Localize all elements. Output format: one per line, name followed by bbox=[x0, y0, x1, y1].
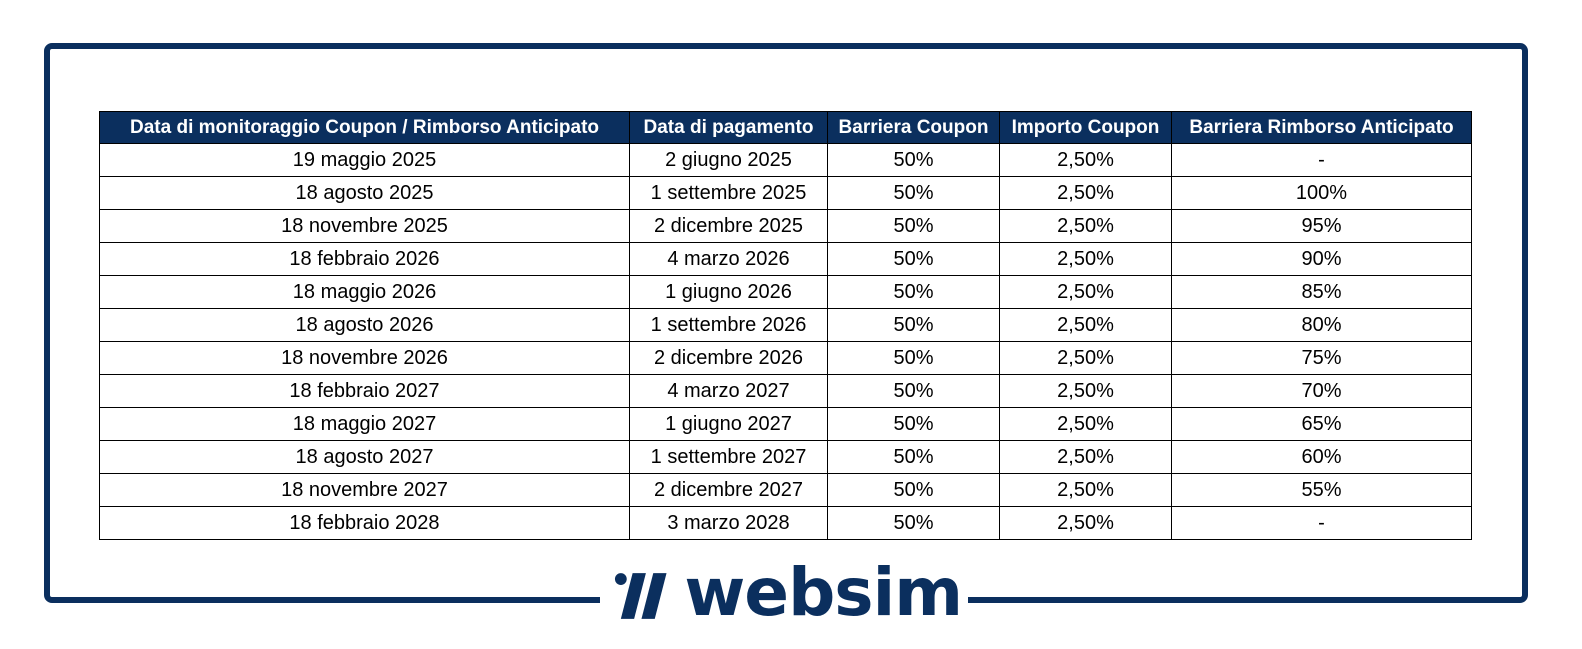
table-row: 18 novembre 2026 2 dicembre 2026 50% 2,50% 7… bbox=[99, 341, 1472, 375]
cell-payment-date: 3 marzo 2028 bbox=[629, 506, 828, 540]
table-body: 19 maggio 2025 2 giugno 2025 50% 2,50% -18 a… bbox=[99, 143, 1472, 540]
table-row: 18 agosto 2025 1 settembre 2025 50% 2,50% 10… bbox=[99, 176, 1472, 210]
cell-coupon-amount: 2,50% bbox=[999, 473, 1172, 507]
cell-coupon-barrier: 50% bbox=[827, 242, 1000, 276]
cell-monitoring-date: 18 agosto 2025 bbox=[99, 176, 630, 210]
cell-coupon-amount: 2,50% bbox=[999, 143, 1172, 177]
table-row: 18 agosto 2027 1 settembre 2027 50% 2,50% 60… bbox=[99, 440, 1472, 474]
cell-monitoring-date: 18 febbraio 2026 bbox=[99, 242, 630, 276]
table-row: 18 maggio 2026 1 giugno 2026 50% 2,50% 85% bbox=[99, 275, 1472, 309]
cell-monitoring-date: 18 novembre 2027 bbox=[99, 473, 630, 507]
table-header-row: Data di monitoraggio Coupon / Rimborso A… bbox=[99, 111, 1472, 144]
cell-coupon-barrier: 50% bbox=[827, 275, 1000, 309]
header-coupon-barrier: Barriera Coupon bbox=[827, 111, 1000, 144]
cell-payment-date: 1 settembre 2026 bbox=[629, 308, 828, 342]
table-row: 18 maggio 2027 1 giugno 2027 50% 2,50% 65% bbox=[99, 407, 1472, 441]
cell-early-redemption-barrier: 60% bbox=[1171, 440, 1472, 474]
cell-early-redemption-barrier: 80% bbox=[1171, 308, 1472, 342]
table-row: 18 agosto 2026 1 settembre 2026 50% 2,50% 80… bbox=[99, 308, 1472, 342]
table-row: 18 febbraio 2026 4 marzo 2026 50% 2,50% 90% bbox=[99, 242, 1472, 276]
cell-payment-date: 1 settembre 2027 bbox=[629, 440, 828, 474]
header-payment-date: Data di pagamento bbox=[629, 111, 828, 144]
table-row: 19 maggio 2025 2 giugno 2025 50% 2,50% - bbox=[99, 143, 1472, 177]
cell-coupon-amount: 2,50% bbox=[999, 209, 1172, 243]
table-row: 18 febbraio 2028 3 marzo 2028 50% 2,50% - bbox=[99, 506, 1472, 540]
websim-logo-mark-icon bbox=[614, 573, 667, 619]
cell-payment-date: 4 marzo 2027 bbox=[629, 374, 828, 408]
cell-coupon-barrier: 50% bbox=[827, 374, 1000, 408]
cell-monitoring-date: 18 febbraio 2028 bbox=[99, 506, 630, 540]
cell-coupon-amount: 2,50% bbox=[999, 308, 1172, 342]
cell-coupon-barrier: 50% bbox=[827, 341, 1000, 375]
cell-payment-date: 1 giugno 2026 bbox=[629, 275, 828, 309]
coupon-schedule-table-container: Data di monitoraggio Coupon / Rimborso A… bbox=[99, 111, 1472, 540]
cell-payment-date: 2 giugno 2025 bbox=[629, 143, 828, 177]
cell-monitoring-date: 19 maggio 2025 bbox=[99, 143, 630, 177]
header-monitoring-date: Data di monitoraggio Coupon / Rimborso A… bbox=[99, 111, 630, 144]
cell-coupon-amount: 2,50% bbox=[999, 506, 1172, 540]
cell-coupon-amount: 2,50% bbox=[999, 176, 1172, 210]
cell-monitoring-date: 18 febbraio 2027 bbox=[99, 374, 630, 408]
table-row: 18 novembre 2027 2 dicembre 2027 50% 2,50% 5… bbox=[99, 473, 1472, 507]
header-coupon-amount: Importo Coupon bbox=[999, 111, 1172, 144]
cell-coupon-amount: 2,50% bbox=[999, 275, 1172, 309]
cell-coupon-barrier: 50% bbox=[827, 176, 1000, 210]
websim-logo: websim bbox=[612, 554, 963, 636]
coupon-schedule-table: Data di monitoraggio Coupon / Rimborso A… bbox=[99, 111, 1472, 540]
cell-payment-date: 4 marzo 2026 bbox=[629, 242, 828, 276]
cell-early-redemption-barrier: - bbox=[1171, 506, 1472, 540]
cell-coupon-amount: 2,50% bbox=[999, 341, 1172, 375]
cell-early-redemption-barrier: 75% bbox=[1171, 341, 1472, 375]
cell-monitoring-date: 18 agosto 2027 bbox=[99, 440, 630, 474]
cell-payment-date: 2 dicembre 2026 bbox=[629, 341, 828, 375]
cell-monitoring-date: 18 novembre 2025 bbox=[99, 209, 630, 243]
cell-coupon-barrier: 50% bbox=[827, 308, 1000, 342]
table-row: 18 febbraio 2027 4 marzo 2027 50% 2,50% 70% bbox=[99, 374, 1472, 408]
cell-early-redemption-barrier: 70% bbox=[1171, 374, 1472, 408]
table-row: 18 novembre 2025 2 dicembre 2025 50% 2,50% 9… bbox=[99, 209, 1472, 243]
cell-payment-date: 2 dicembre 2027 bbox=[629, 473, 828, 507]
cell-coupon-barrier: 50% bbox=[827, 440, 1000, 474]
cell-coupon-barrier: 50% bbox=[827, 473, 1000, 507]
cell-coupon-barrier: 50% bbox=[827, 506, 1000, 540]
cell-coupon-barrier: 50% bbox=[827, 407, 1000, 441]
header-early-redemption-barrier: Barriera Rimborso Anticipato bbox=[1171, 111, 1472, 144]
cell-monitoring-date: 18 novembre 2026 bbox=[99, 341, 630, 375]
cell-payment-date: 1 giugno 2027 bbox=[629, 407, 828, 441]
cell-coupon-amount: 2,50% bbox=[999, 440, 1172, 474]
cell-coupon-amount: 2,50% bbox=[999, 242, 1172, 276]
cell-coupon-amount: 2,50% bbox=[999, 407, 1172, 441]
cell-coupon-barrier: 50% bbox=[827, 143, 1000, 177]
cell-monitoring-date: 18 maggio 2026 bbox=[99, 275, 630, 309]
cell-monitoring-date: 18 agosto 2026 bbox=[99, 308, 630, 342]
cell-payment-date: 1 settembre 2025 bbox=[629, 176, 828, 210]
cell-payment-date: 2 dicembre 2025 bbox=[629, 209, 828, 243]
cell-coupon-barrier: 50% bbox=[827, 209, 1000, 243]
cell-early-redemption-barrier: 55% bbox=[1171, 473, 1472, 507]
cell-coupon-amount: 2,50% bbox=[999, 374, 1172, 408]
cell-early-redemption-barrier: 100% bbox=[1171, 176, 1472, 210]
cell-early-redemption-barrier: 85% bbox=[1171, 275, 1472, 309]
cell-early-redemption-barrier: 65% bbox=[1171, 407, 1472, 441]
cell-early-redemption-barrier: 90% bbox=[1171, 242, 1472, 276]
cell-early-redemption-barrier: 95% bbox=[1171, 209, 1472, 243]
cell-early-redemption-barrier: - bbox=[1171, 143, 1472, 177]
cell-monitoring-date: 18 maggio 2027 bbox=[99, 407, 630, 441]
websim-logo-text: websim bbox=[684, 554, 963, 631]
